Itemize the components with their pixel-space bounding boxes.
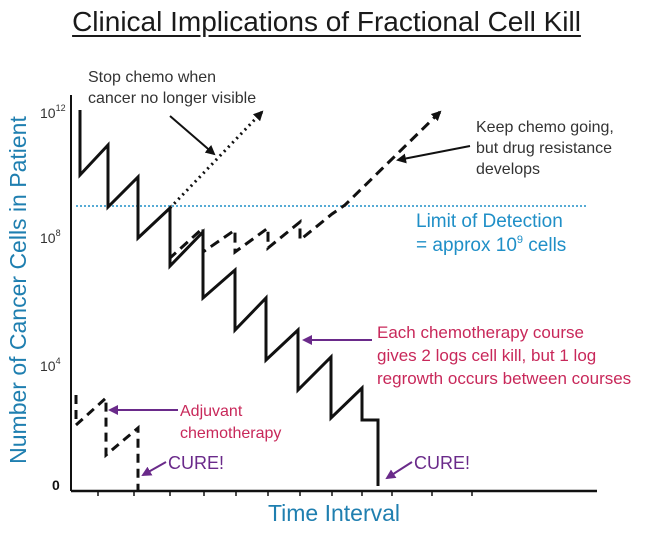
each-course-text-1: Each chemotherapy course bbox=[377, 323, 584, 342]
x-axis-label: Time Interval bbox=[268, 500, 400, 526]
y-axis-label: Number of Cancer Cells in Patient bbox=[5, 116, 31, 464]
x-ticks bbox=[97, 491, 473, 496]
cure-arrow-2 bbox=[385, 461, 413, 480]
cure-text-2: CURE! bbox=[414, 453, 470, 473]
tick-label-1e8: 108 bbox=[40, 228, 61, 246]
keep-chemo-arrow bbox=[396, 145, 471, 164]
stop-chemo-text-2: cancer no longer visible bbox=[88, 90, 256, 107]
adjuvant-text-1: Adjuvant bbox=[180, 403, 243, 420]
cure-arrow-1 bbox=[141, 461, 167, 476]
keep-chemo-text-1: Keep chemo going, bbox=[476, 119, 614, 136]
keep-chemo-text-3: develops bbox=[476, 161, 540, 178]
tick-label-0: 0 bbox=[52, 477, 60, 493]
drug-resistance-dashed-curve bbox=[168, 110, 442, 262]
tick-label-1e12: 1012 bbox=[40, 103, 66, 121]
page-title: Clinical Implications of Fractional Cell… bbox=[72, 6, 581, 37]
keep-chemo-text-2: but drug resistance bbox=[476, 140, 612, 157]
lod-text-1: Limit of Detection bbox=[416, 211, 563, 232]
main-treatment-curve bbox=[78, 110, 380, 486]
adjuvant-dashed-curve bbox=[74, 394, 140, 490]
tick-label-1e4: 104 bbox=[40, 356, 61, 374]
stop-chemo-arrow bbox=[169, 115, 216, 156]
regrowth-after-early-stop bbox=[137, 207, 171, 239]
each-course-text-3: regrowth occurs between courses bbox=[377, 369, 631, 388]
each-course-text-2: gives 2 logs cell kill, but 1 log bbox=[377, 346, 596, 365]
stop-chemo-text-1: Stop chemo when bbox=[88, 69, 216, 86]
adjuvant-text-2: chemotherapy bbox=[180, 425, 281, 442]
lod-text-2: = approx 109 cells bbox=[416, 234, 566, 256]
stop-chemo-dotted-line bbox=[168, 110, 264, 210]
cure-text-1: CURE! bbox=[168, 453, 224, 473]
